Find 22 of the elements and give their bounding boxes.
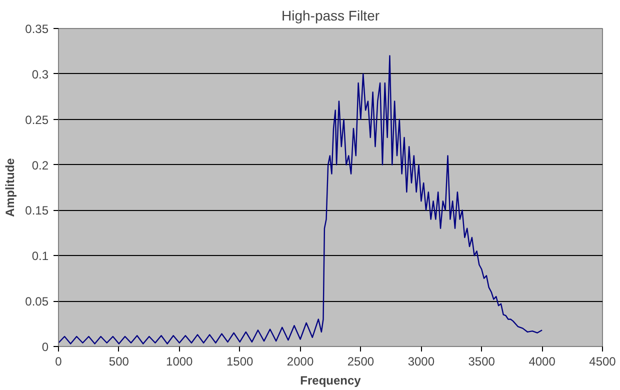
y-tick-label: 0.35	[25, 22, 49, 36]
x-axis-title: Frequency	[300, 374, 362, 388]
x-tick-label: 1000	[166, 354, 194, 368]
x-tick-label: 0	[55, 354, 62, 368]
y-tick-label: 0.05	[25, 294, 49, 309]
y-tick-label: 0.2	[32, 158, 49, 172]
x-tick-label: 4000	[528, 354, 556, 368]
x-tick-label: 4500	[589, 354, 616, 368]
x-tick-label: 2500	[347, 354, 374, 368]
x-tick-label: 1500	[226, 354, 254, 368]
x-tick-label: 3500	[468, 354, 496, 368]
x-tick-label: 500	[108, 354, 130, 368]
x-tick-label: 2000	[286, 354, 314, 368]
y-tick-label: 0.1	[32, 249, 49, 264]
line-series	[58, 55, 543, 344]
y-tick-label: 0.15	[25, 204, 49, 218]
y-tick-label: 0.3	[32, 67, 49, 82]
y-axis-title: Amplitude	[3, 158, 18, 217]
y-tick-label: 0	[42, 340, 49, 354]
x-tick-label: 3000	[408, 354, 435, 368]
y-tick-label: 0.25	[25, 112, 49, 127]
chart-title: High-pass Filter	[281, 8, 380, 24]
